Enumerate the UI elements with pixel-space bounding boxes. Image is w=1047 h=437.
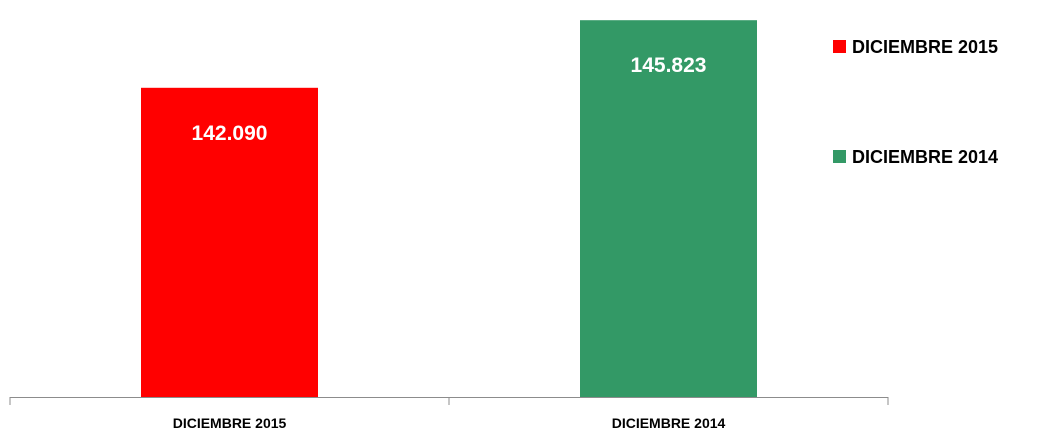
x-axis: DICIEMBRE 2015 DICIEMBRE 2014: [9, 397, 889, 431]
legend-swatch-1: [833, 40, 846, 53]
legend-swatch-2: [833, 150, 846, 163]
data-label-2: 145.823: [631, 54, 707, 77]
plot-area: 142.090 145.823: [141, 20, 757, 398]
legend-label-1: DICIEMBRE 2015: [852, 37, 998, 57]
bar-1: [141, 87, 318, 398]
x-tick-label-1: DICIEMBRE 2015: [173, 415, 287, 431]
x-tick-label-2: DICIEMBRE 2014: [612, 415, 726, 431]
legend: DICIEMBRE 2015 DICIEMBRE 2014: [833, 37, 998, 167]
legend-label-2: DICIEMBRE 2014: [852, 147, 998, 167]
bar-2: [580, 20, 757, 397]
data-label-1: 142.090: [192, 122, 268, 145]
